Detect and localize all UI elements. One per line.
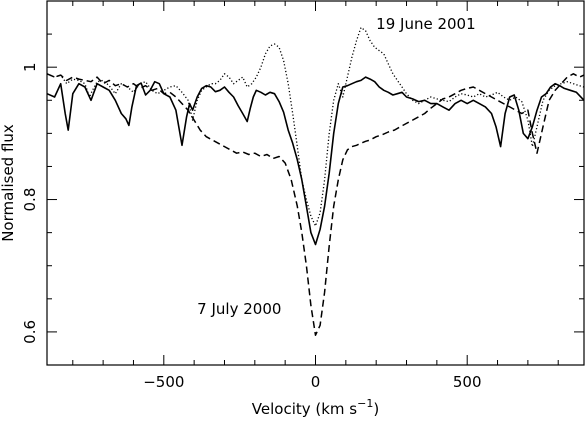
x-axis-label: Velocity (km s−1)	[252, 397, 379, 418]
y-tick-label: 0.8	[21, 188, 39, 212]
y-tick-label: 0.6	[21, 320, 39, 344]
series-line-solid	[46, 76, 585, 246]
x-axis-label-main: Velocity (km s	[252, 400, 358, 418]
x-tick-label: 0	[311, 373, 321, 391]
y-tick-label: 1	[21, 62, 39, 72]
series-lines	[46, 26, 585, 336]
tick-labels: −500 0 500 0.6 0.8 1	[21, 62, 482, 391]
series-line-dashed	[46, 73, 585, 336]
plot-frame	[46, 0, 585, 366]
annotation-june-2001: 19 June 2001	[376, 15, 475, 33]
x-axis-label-close: )	[373, 400, 379, 418]
x-tick-label: −500	[143, 373, 184, 391]
y-axis-label: Normalised flux	[0, 124, 17, 242]
x-axis-label-superscript: −1	[357, 397, 373, 410]
axis-ticks	[47, 1, 584, 365]
annotation-july-2000: 7 July 2000	[197, 300, 281, 318]
x-tick-label: 500	[453, 373, 482, 391]
